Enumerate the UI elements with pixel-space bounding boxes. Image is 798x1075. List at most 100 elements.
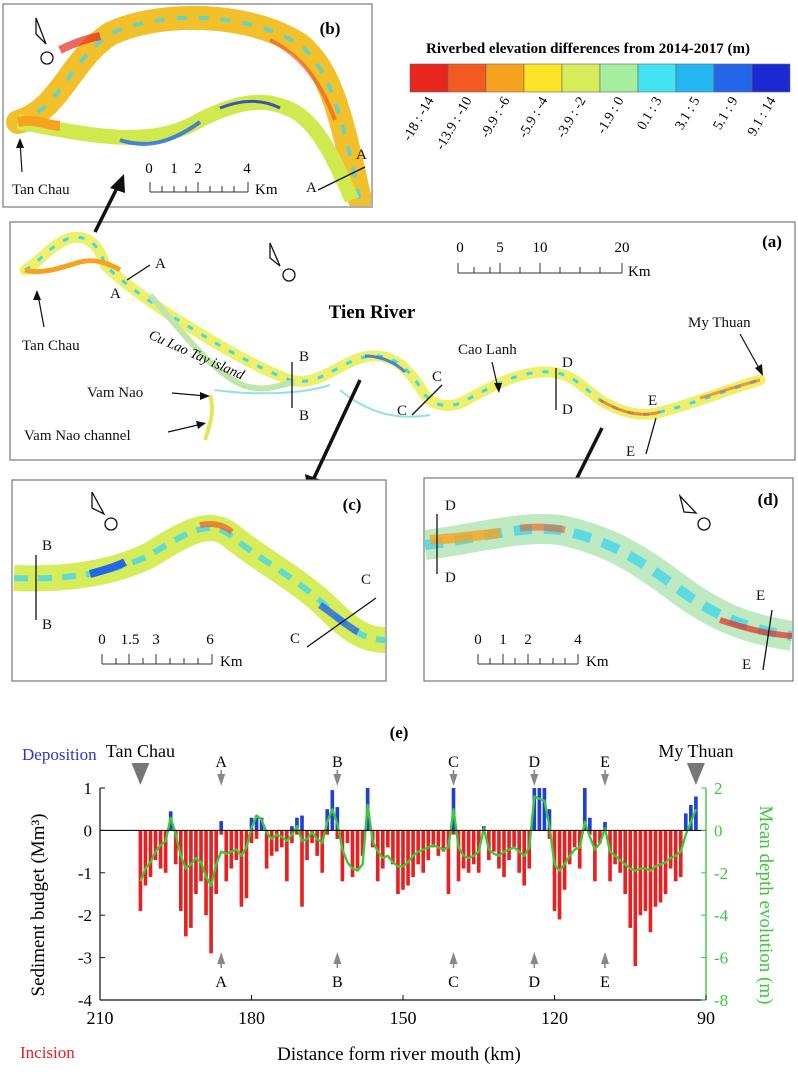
scale-b-tick-0: 0: [145, 161, 153, 177]
panel-e-tag: (e): [390, 723, 409, 742]
arrow-tan-chau-a: [37, 294, 45, 328]
panel-d-tag: (d): [758, 490, 779, 509]
arrow-vam-nao-channel: [167, 423, 203, 433]
incision-bar: [623, 830, 628, 894]
deposition-bar: [249, 817, 254, 831]
legend-label-2: -9.9 : -6: [478, 95, 513, 141]
scale-d-tick-2: 2: [524, 632, 532, 648]
incision-bar: [355, 830, 360, 869]
north-arrow-icon-d: [678, 493, 711, 531]
incision-bar: [401, 830, 405, 890]
label-vam-nao-channel: Vam Nao channel: [24, 428, 131, 444]
deposition-bar: [588, 817, 592, 831]
incision-bar: [138, 830, 143, 911]
x-axis-label: Distance form river mouth (km): [277, 1044, 521, 1065]
scale-bar-d: 0 1 2 4 Km: [474, 632, 609, 670]
legend-label-4: -3.9 : -2: [554, 95, 589, 141]
incision-bar: [194, 830, 198, 894]
incision-bar: [557, 830, 562, 920]
incision-bar: [254, 830, 259, 839]
incision-bar: [406, 830, 410, 886]
legend-label-3: -5.9 : -4: [516, 95, 551, 141]
scale-c-tick-2: 3: [152, 632, 160, 648]
y-axis-label: Sediment budget (Mm³): [28, 813, 49, 996]
incision-bar: [224, 830, 229, 882]
incision-bar: [512, 830, 516, 848]
section-marker-top-label: E: [600, 754, 610, 771]
legend-label-5: -1.9 : 0: [594, 95, 627, 137]
scale-d-tick-3: 4: [574, 632, 582, 648]
scale-bar-a: 0 5 10 20 Km: [456, 240, 651, 280]
y-tick-label: 1: [84, 779, 93, 798]
legend-label-0: -18 : -14: [400, 95, 437, 144]
panel-b-tag: (b): [320, 19, 341, 38]
location-marker-label: My Thuan: [658, 741, 733, 761]
deposition-bar: [603, 821, 607, 831]
incision-bar: [446, 830, 451, 894]
incision-bar: [507, 830, 511, 861]
legend-swatch-5: [599, 63, 639, 93]
section-c-bottom-c: C: [290, 631, 300, 647]
north-arrow-icon-c: [91, 491, 118, 531]
incision-bar: [678, 830, 683, 878]
incision-bar: [325, 830, 330, 835]
river-map-d: [425, 514, 792, 651]
incision-bar: [158, 830, 163, 869]
section-marker-top-icon: [601, 774, 609, 786]
incision-bar: [421, 830, 426, 873]
incision-bar: [320, 830, 325, 873]
deposition-bar: [254, 815, 259, 831]
y2-tick-label: -4: [714, 906, 729, 925]
label-cao-lanh: Cao Lanh: [458, 342, 517, 358]
panel-c-tag: (c): [343, 495, 362, 514]
arrowhead-icon: [494, 383, 502, 393]
section-b-top-c: B: [42, 538, 52, 554]
incision-bar: [153, 830, 158, 861]
legend-label-8: 5.1 : 9: [711, 95, 742, 133]
river-map-b: [6, 5, 371, 206]
north-arrow-icon-b: [35, 17, 54, 65]
incision-bar: [360, 830, 365, 856]
incision-bar: [173, 830, 178, 865]
deposition-bar: [542, 788, 547, 831]
section-marker-top-label: B: [332, 754, 343, 771]
deposition-bar: [219, 821, 224, 831]
section-d-top: D: [562, 355, 573, 371]
incision-bar: [633, 830, 638, 967]
incision-bar: [386, 830, 390, 848]
section-marker-top-label: C: [448, 754, 459, 771]
deposition-bar: [295, 817, 299, 831]
deposition-bar: [547, 809, 552, 831]
section-marker-bottom-label: E: [600, 974, 610, 991]
y-tick-label: -4: [78, 991, 93, 1010]
section-a-top: A: [155, 256, 166, 272]
legend-swatch-0: [409, 63, 449, 93]
incision-bar: [552, 830, 557, 911]
x-tick-label: 150: [390, 1008, 417, 1028]
label-my-thuan: My Thuan: [688, 315, 751, 331]
incision-bar: [285, 830, 289, 882]
incision-bar: [451, 830, 456, 835]
panel-a: (a) 0 5 10 20 Km Tien River Tan Chau Cu …: [9, 221, 796, 461]
scale-d-unit: Km: [586, 654, 609, 670]
section-d-top-d: D: [445, 498, 456, 514]
incision-bar: [279, 830, 284, 848]
x-tick-label: 210: [87, 1008, 114, 1028]
chart-depth-line: [139, 795, 698, 887]
incision-bar: [219, 830, 224, 835]
incision-bar: [189, 830, 193, 928]
incision-bar: [572, 830, 577, 848]
depth-evolution-line: [139, 795, 698, 887]
section-line-e: [645, 417, 657, 455]
scale-c-unit: Km: [220, 654, 243, 670]
scale-bar-b: 0 1 2 4 Km: [145, 161, 278, 198]
location-marker-icon: [131, 763, 150, 785]
panel-a-tag: (a): [762, 232, 782, 251]
panel-b: (b) 0 1 2 4 Km Tan Chau A A: [2, 3, 373, 208]
incision-bar: [345, 830, 350, 844]
scale-b-tick-2: 2: [194, 161, 202, 177]
incision-bar: [562, 830, 567, 890]
incision-bar: [396, 830, 400, 894]
incision-bar: [668, 830, 673, 869]
legend-swatch-6: [637, 63, 677, 93]
